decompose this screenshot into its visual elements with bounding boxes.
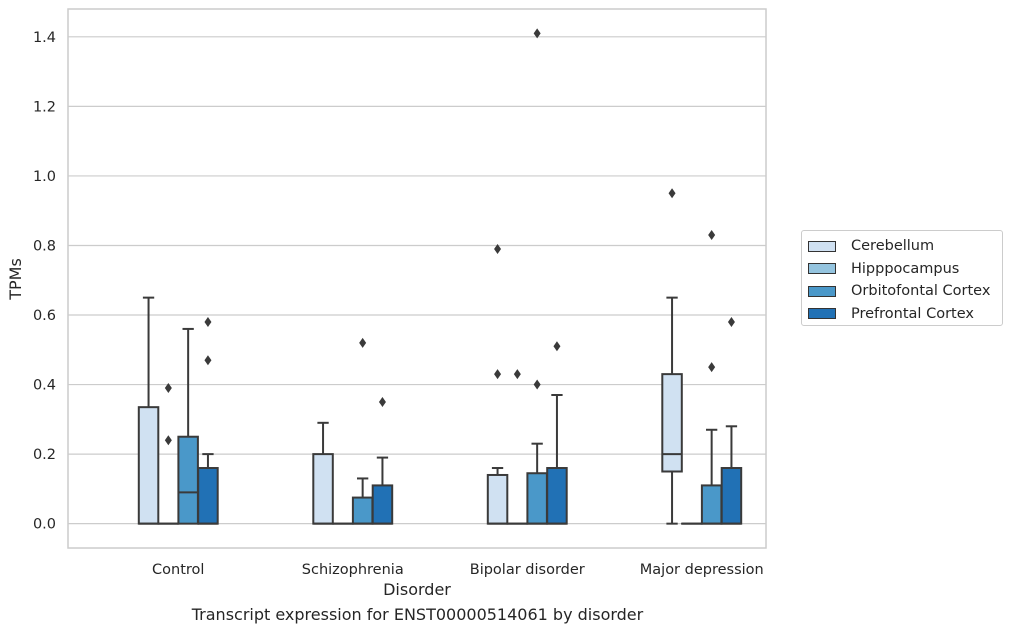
legend-item: Prefrontal Cortex — [808, 303, 1002, 326]
x-tick-label: Major depression — [640, 562, 764, 578]
y-axis-label: TPMs — [6, 258, 25, 301]
box-body — [720, 467, 743, 525]
outlier-point — [204, 355, 212, 366]
box-cerebellum — [312, 421, 334, 525]
outlier-point — [708, 230, 716, 241]
legend-swatch — [808, 285, 836, 297]
outlier-point — [727, 316, 735, 327]
outlier-point — [378, 396, 386, 407]
legend-label: Hipppocampus — [851, 260, 960, 277]
legend-label: Cerebellum — [851, 238, 935, 255]
box-prefrontal-cortex — [720, 316, 743, 525]
box-orbitofontal-cortex — [526, 28, 548, 525]
legend-item: Orbitofontal Cortex — [808, 280, 1002, 303]
outlier-point — [553, 341, 561, 352]
box-body — [312, 453, 334, 525]
y-tick-label: 0.2 — [33, 447, 56, 463]
legend-label: Orbitofontal Cortex — [851, 283, 991, 300]
box-prefrontal-cortex — [197, 316, 219, 525]
outlier-point — [708, 362, 716, 373]
y-tick-label: 0.6 — [33, 308, 56, 324]
y-tick-label: 1.0 — [33, 169, 56, 185]
outlier-point — [533, 379, 541, 390]
legend-item: Cerebellum — [808, 235, 1002, 258]
x-tick-label: Control — [152, 562, 204, 578]
chart-legend: Cerebellum Hipppocampus Orbitofontal Corte… — [801, 230, 1003, 326]
box-prefrontal-cortex — [371, 396, 394, 525]
plot-frame — [67, 8, 767, 549]
box-cerebellum — [486, 243, 509, 525]
box-body — [486, 473, 509, 525]
outlier-point — [164, 383, 172, 394]
box-hipppocampus — [157, 383, 180, 525]
box-body — [351, 496, 374, 525]
x-tick-label: Bipolar disorder — [470, 562, 585, 578]
box-cerebellum — [137, 296, 160, 525]
y-tick-label: 1.4 — [33, 30, 56, 46]
y-tick-label: 0.4 — [33, 378, 56, 394]
legend-swatch — [808, 308, 836, 320]
legend-item: Hipppocampus — [808, 258, 1002, 281]
box-body — [546, 467, 568, 525]
outlier-point — [533, 28, 541, 39]
chart-caption: Transcript expression for ENST0000051406… — [191, 605, 644, 624]
box-body — [197, 467, 219, 525]
outlier-point — [359, 337, 367, 348]
box-orbitofontal-cortex — [177, 327, 199, 525]
y-tick-label: 0.0 — [33, 517, 56, 533]
outlier-point — [668, 188, 676, 199]
box-body — [137, 406, 160, 525]
outlier-point — [513, 369, 521, 380]
outlier-point — [494, 243, 502, 254]
box-body — [700, 484, 723, 525]
box-orbitofontal-cortex — [351, 337, 374, 525]
outlier-point — [494, 369, 502, 380]
x-tick-label: Schizophrenia — [302, 562, 404, 578]
box-body — [371, 484, 394, 525]
box-body — [526, 472, 548, 525]
legend-swatch — [808, 240, 836, 252]
legend-label: Prefrontal Cortex — [851, 305, 974, 322]
y-tick-label: 0.8 — [33, 238, 56, 254]
box-hipppocampus — [506, 369, 529, 525]
outlier-point — [164, 435, 172, 446]
y-tick-label: 1.2 — [33, 99, 56, 115]
legend-swatch — [808, 263, 836, 275]
box-body — [661, 373, 683, 473]
box-body — [177, 435, 199, 525]
outlier-point — [204, 316, 212, 327]
box-prefrontal-cortex — [546, 341, 568, 525]
box-series-group — [137, 28, 743, 525]
tick-labels: 0.0 0.2 0.4 0.6 0.8 1.0 1.2 1.4 Control Schizophr… — [33, 30, 764, 578]
box-orbitofontal-cortex — [700, 230, 723, 525]
box-cerebellum — [661, 188, 683, 525]
x-axis-label: Disorder — [383, 580, 451, 599]
